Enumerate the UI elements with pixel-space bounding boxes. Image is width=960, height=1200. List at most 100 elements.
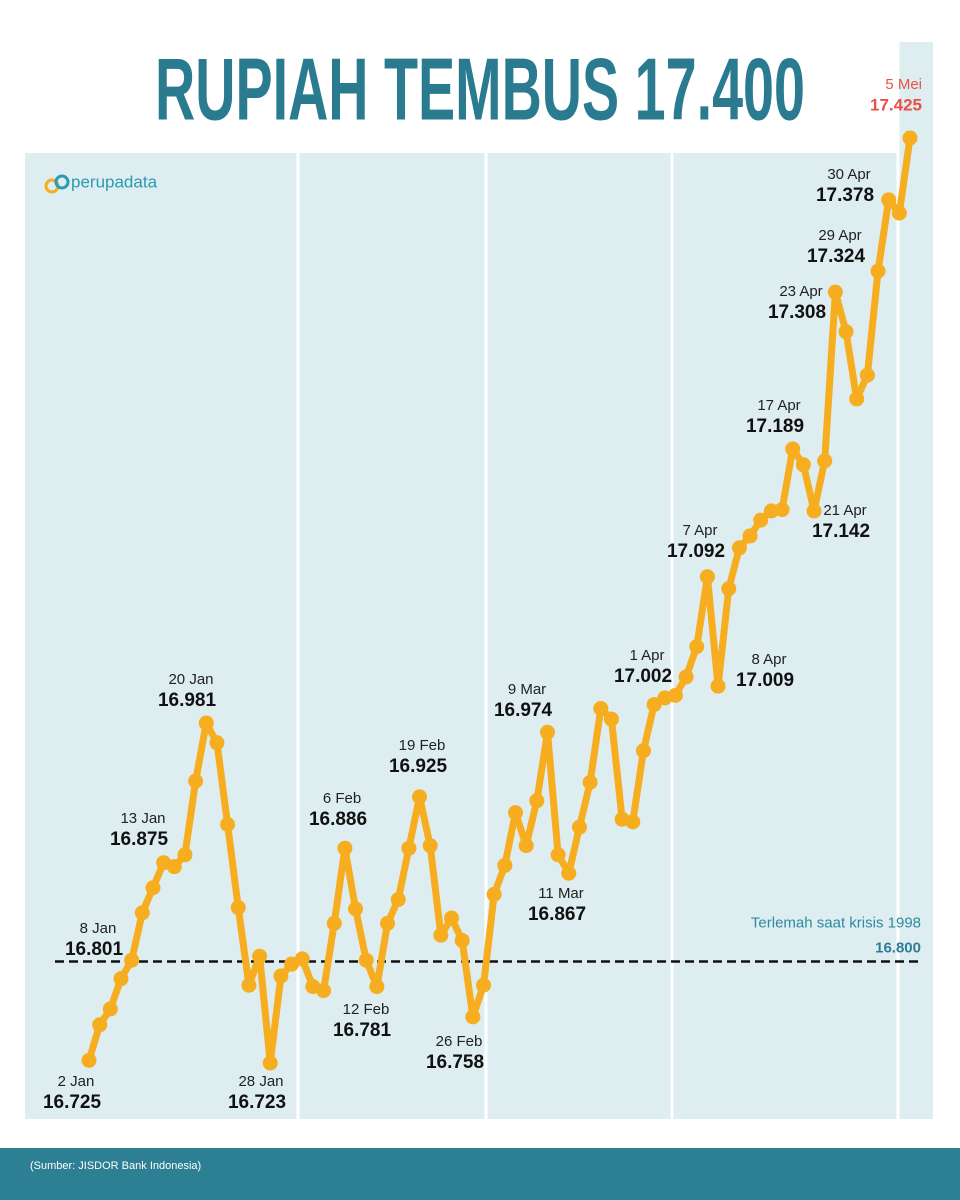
point — [625, 814, 641, 830]
point — [806, 503, 822, 519]
point — [465, 1009, 481, 1025]
point — [454, 932, 470, 948]
date-label: 1 Apr — [629, 647, 664, 664]
point — [252, 948, 268, 964]
date-label: 17 Apr — [757, 397, 800, 414]
point — [209, 735, 225, 751]
point — [870, 263, 886, 279]
point — [188, 773, 204, 789]
point — [326, 915, 342, 931]
point — [774, 502, 790, 518]
value-label: 16.725 — [43, 1092, 102, 1113]
value-label: 17.009 — [736, 670, 794, 691]
point — [881, 192, 897, 208]
point — [220, 817, 236, 833]
point — [795, 457, 811, 473]
value-label: 17.425 — [870, 95, 922, 114]
date-label: 26 Feb — [436, 1033, 483, 1050]
value-label: 16.974 — [494, 700, 553, 721]
point — [689, 639, 705, 655]
point — [699, 569, 715, 585]
point — [721, 581, 737, 597]
date-label: 9 Mar — [508, 681, 546, 698]
value-label: 17.308 — [768, 302, 826, 323]
value-label: 16.758 — [426, 1052, 484, 1073]
point — [134, 905, 150, 921]
value-label: 16.781 — [333, 1020, 392, 1041]
point — [316, 983, 332, 999]
point — [390, 892, 406, 908]
value-label: 17.142 — [812, 521, 870, 542]
point — [433, 927, 449, 943]
panel — [25, 153, 933, 1119]
date-label: 5 Mei — [885, 76, 922, 93]
point — [294, 951, 310, 967]
point — [262, 1055, 278, 1071]
point — [486, 886, 502, 902]
reference-value: 16.800 — [875, 940, 921, 957]
value-label: 16.723 — [228, 1092, 286, 1113]
point — [539, 724, 555, 740]
date-label: 13 Jan — [120, 810, 165, 827]
point — [849, 391, 865, 407]
point — [476, 977, 492, 993]
date-label: 7 Apr — [682, 522, 717, 539]
point — [603, 711, 619, 727]
date-label: 20 Jan — [168, 671, 213, 688]
point — [166, 859, 182, 875]
value-label: 17.324 — [807, 246, 866, 267]
date-label: 12 Feb — [343, 1001, 390, 1018]
chart-title: RUPIAH TEMBUS 17.400 — [155, 39, 805, 138]
point — [145, 880, 161, 896]
date-label: 8 Apr — [751, 651, 786, 668]
point — [817, 453, 833, 469]
value-label: 17.092 — [667, 541, 725, 562]
date-label: 30 Apr — [827, 166, 870, 183]
date-label: 21 Apr — [823, 502, 866, 519]
point — [731, 540, 747, 556]
point — [753, 512, 769, 528]
point — [401, 840, 417, 856]
brand: perupadata — [71, 172, 158, 191]
value-label: 16.981 — [158, 690, 217, 711]
date-label: 8 Jan — [80, 920, 117, 937]
point — [742, 528, 758, 544]
date-label: 29 Apr — [818, 227, 861, 244]
point — [635, 743, 651, 759]
date-label: 23 Apr — [779, 283, 822, 300]
point — [593, 701, 609, 717]
point — [444, 910, 460, 926]
value-label: 16.886 — [309, 809, 367, 830]
point — [667, 687, 683, 703]
point — [827, 284, 843, 300]
point — [710, 678, 726, 694]
date-label: 2 Jan — [58, 1073, 95, 1090]
point — [348, 901, 364, 917]
date-label: 6 Feb — [323, 790, 361, 807]
point — [273, 968, 289, 984]
point — [422, 838, 438, 854]
date-label: 19 Feb — [399, 737, 446, 754]
date-label: 11 Mar — [538, 885, 584, 902]
point — [838, 324, 854, 340]
value-label: 16.925 — [389, 756, 448, 777]
point — [678, 669, 694, 685]
point — [177, 847, 193, 863]
point — [81, 1052, 97, 1068]
value-label: 16.867 — [528, 904, 586, 925]
point — [230, 900, 246, 916]
value-label: 17.189 — [746, 416, 804, 437]
reference-label: Terlemah saat krisis 1998 — [751, 915, 921, 932]
value-label: 16.875 — [110, 829, 169, 850]
point — [337, 840, 353, 856]
point — [369, 979, 385, 995]
point — [859, 367, 875, 383]
footer — [0, 1148, 960, 1200]
point — [412, 789, 428, 805]
point — [358, 952, 374, 968]
value-label: 16.801 — [65, 939, 124, 960]
date-label: 28 Jan — [238, 1073, 283, 1090]
point — [497, 857, 513, 873]
value-label: 17.378 — [816, 185, 874, 206]
